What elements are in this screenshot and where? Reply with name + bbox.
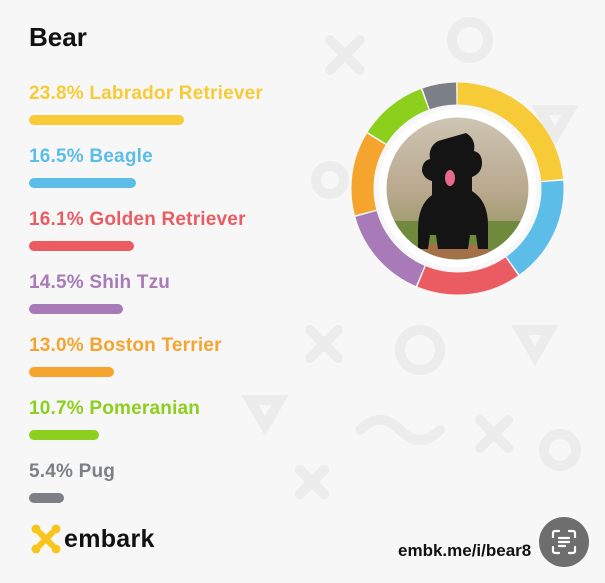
breed-percent: 23.8% bbox=[29, 83, 84, 104]
breed-label: 16.1% Golden Retriever bbox=[29, 209, 246, 231]
brand-name: embark bbox=[64, 524, 155, 553]
breed-row-labrador: 23.8% Labrador Retriever bbox=[29, 83, 263, 125]
breed-percent: 16.1% bbox=[29, 209, 84, 230]
breed-name: Pug bbox=[78, 461, 116, 482]
donut-segment bbox=[351, 82, 564, 295]
breed-name: Beagle bbox=[89, 146, 153, 167]
embark-logo-icon bbox=[31, 524, 61, 554]
breed-row-pug: 5.4% Pug bbox=[29, 461, 115, 503]
breed-donut-chart bbox=[351, 82, 564, 295]
breed-label: 16.5% Beagle bbox=[29, 146, 153, 168]
scan-text-icon bbox=[551, 529, 577, 555]
breed-row-beagle: 16.5% Beagle bbox=[29, 146, 153, 188]
donut-segment bbox=[351, 82, 564, 295]
breed-name: Shih Tzu bbox=[89, 272, 171, 293]
share-url[interactable]: embk.me/i/bear8 bbox=[398, 541, 532, 560]
breed-percent: 13.0% bbox=[29, 335, 84, 356]
breed-label: 5.4% Pug bbox=[29, 461, 115, 483]
donut-segment bbox=[351, 82, 564, 295]
breed-label: 23.8% Labrador Retriever bbox=[29, 83, 263, 105]
breed-label: 13.0% Boston Terrier bbox=[29, 335, 222, 357]
donut-segment bbox=[351, 82, 564, 295]
breed-name: Boston Terrier bbox=[89, 335, 222, 356]
breed-row-shih-tzu: 14.5% Shih Tzu bbox=[29, 272, 170, 314]
breed-label: 10.7% Pomeranian bbox=[29, 398, 200, 420]
breed-name: Labrador Retriever bbox=[89, 83, 263, 104]
breed-percent: 5.4% bbox=[29, 461, 74, 482]
breed-label: 14.5% Shih Tzu bbox=[29, 272, 170, 294]
breed-row-boston-terrier: 13.0% Boston Terrier bbox=[29, 335, 222, 377]
embark-logo: embark bbox=[30, 523, 155, 555]
breed-bar bbox=[29, 430, 99, 440]
breed-percent: 16.5% bbox=[29, 146, 84, 167]
breed-row-pomeranian: 10.7% Pomeranian bbox=[29, 398, 200, 440]
breed-bar bbox=[29, 178, 136, 188]
breed-percent: 10.7% bbox=[29, 398, 84, 419]
breed-name: Pomeranian bbox=[89, 398, 201, 419]
breed-name: Golden Retriever bbox=[89, 209, 246, 230]
breed-bar bbox=[29, 241, 134, 251]
breed-bar bbox=[29, 367, 114, 377]
scan-text-button[interactable] bbox=[539, 517, 589, 567]
breed-bar bbox=[29, 115, 184, 125]
dog-name-title: Bear bbox=[29, 22, 87, 52]
breed-bar bbox=[29, 493, 64, 503]
breed-bar bbox=[29, 304, 123, 314]
breed-percent: 14.5% bbox=[29, 272, 84, 293]
breed-row-golden-retriever: 16.1% Golden Retriever bbox=[29, 209, 246, 251]
